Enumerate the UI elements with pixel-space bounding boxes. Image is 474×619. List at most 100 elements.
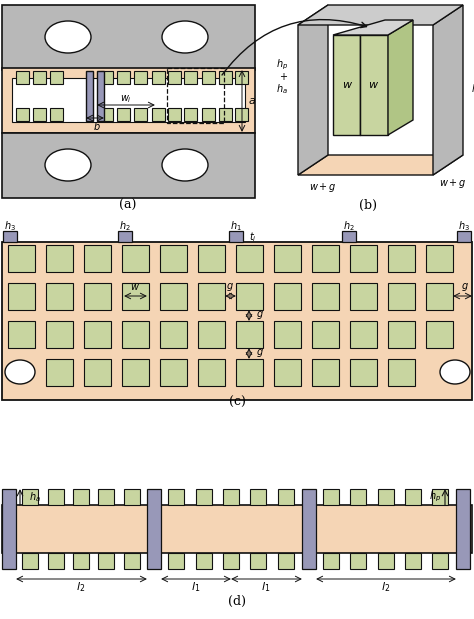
Text: $g$: $g$ (256, 347, 264, 359)
Bar (48, 489, 64, 505)
Bar (350, 359, 377, 386)
Bar (405, 553, 421, 569)
Text: $l_2$: $l_2$ (76, 580, 86, 594)
Bar (118, 231, 132, 242)
Bar (134, 108, 147, 121)
Bar (312, 283, 339, 310)
Ellipse shape (45, 21, 91, 53)
Text: $h_a$: $h_a$ (276, 82, 288, 96)
Bar (388, 283, 415, 310)
Bar (48, 553, 64, 569)
Bar (378, 553, 394, 569)
Bar (98, 489, 114, 505)
Bar (198, 359, 225, 386)
Text: $h_p$: $h_p$ (471, 83, 474, 97)
Polygon shape (333, 20, 413, 35)
Text: $w$: $w$ (130, 282, 140, 292)
Bar (378, 489, 394, 505)
Text: $h_p$: $h_p$ (429, 490, 441, 504)
Bar (235, 108, 248, 121)
Bar (124, 553, 140, 569)
Bar (168, 489, 184, 505)
Bar (3, 231, 17, 242)
Bar (84, 283, 111, 310)
Bar (2, 133, 255, 198)
Bar (2, 242, 472, 400)
Bar (405, 489, 421, 505)
Bar (100, 71, 113, 84)
Bar (342, 231, 356, 242)
Bar (426, 321, 453, 348)
Bar (152, 108, 165, 121)
Bar (274, 321, 301, 348)
Bar (312, 321, 339, 348)
Bar (229, 231, 243, 242)
Bar (84, 359, 111, 386)
Bar (50, 108, 63, 121)
Polygon shape (298, 155, 463, 175)
Bar (350, 553, 366, 569)
Bar (73, 553, 89, 569)
Bar (147, 489, 161, 569)
Bar (236, 283, 263, 310)
Bar (236, 359, 263, 386)
Bar (160, 321, 187, 348)
Bar (184, 71, 197, 84)
Bar (312, 359, 339, 386)
Bar (97, 71, 104, 121)
Bar (202, 71, 215, 84)
Bar (8, 283, 35, 310)
Bar (50, 71, 63, 84)
Bar (274, 245, 301, 272)
Bar (223, 553, 239, 569)
Bar (198, 245, 225, 272)
Text: $w$: $w$ (368, 80, 380, 90)
Bar (117, 108, 130, 121)
Bar (124, 489, 140, 505)
Bar (122, 245, 149, 272)
Bar (388, 359, 415, 386)
Bar (12, 78, 245, 122)
Bar (122, 359, 149, 386)
Ellipse shape (162, 21, 208, 53)
Bar (236, 321, 263, 348)
Ellipse shape (45, 149, 91, 181)
Bar (219, 108, 232, 121)
Text: $h_2$: $h_2$ (119, 219, 131, 233)
Bar (457, 231, 471, 242)
Bar (8, 321, 35, 348)
Text: $a$: $a$ (248, 96, 256, 106)
Text: (d): (d) (228, 594, 246, 607)
Text: $h_a$: $h_a$ (29, 490, 41, 504)
Bar (223, 489, 239, 505)
Polygon shape (433, 5, 463, 175)
Bar (388, 245, 415, 272)
Bar (219, 71, 232, 84)
Text: $b$: $b$ (93, 120, 101, 132)
Bar (168, 108, 181, 121)
Bar (134, 71, 147, 84)
Bar (152, 71, 165, 84)
Polygon shape (333, 35, 360, 135)
Bar (2, 505, 472, 553)
Text: $w_i$: $w_i$ (120, 93, 132, 105)
Bar (426, 283, 453, 310)
Text: $l_2$: $l_2$ (382, 580, 391, 594)
Text: $g$: $g$ (256, 309, 264, 321)
Bar (160, 359, 187, 386)
Bar (184, 108, 197, 121)
Bar (456, 489, 470, 569)
Text: (a): (a) (119, 199, 137, 212)
Bar (323, 489, 339, 505)
Text: (b): (b) (359, 199, 377, 212)
Bar (22, 489, 38, 505)
Bar (236, 245, 263, 272)
Bar (46, 245, 73, 272)
Polygon shape (298, 5, 328, 175)
Text: $h_1$: $h_1$ (230, 219, 242, 233)
Bar (8, 245, 35, 272)
Bar (250, 553, 266, 569)
Text: $g$: $g$ (226, 281, 234, 293)
Polygon shape (298, 5, 463, 25)
Bar (274, 283, 301, 310)
